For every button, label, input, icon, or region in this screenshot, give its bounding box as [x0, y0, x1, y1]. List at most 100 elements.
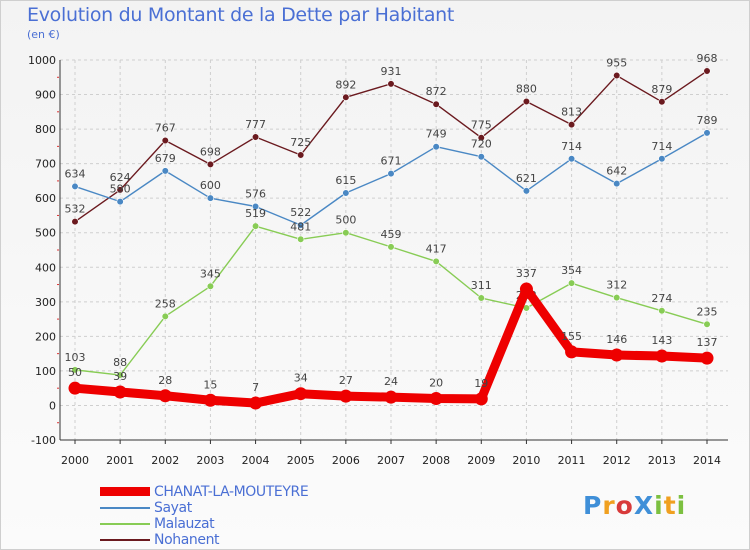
data-label: 34 — [294, 372, 308, 385]
y-tick-label: 200 — [35, 330, 56, 343]
x-tick-label: 2000 — [61, 454, 89, 467]
data-point — [161, 167, 169, 175]
x-tick-label: 2011 — [558, 454, 586, 467]
logo-letter: t — [663, 491, 677, 520]
data-point — [384, 390, 398, 404]
data-label: 775 — [471, 119, 492, 132]
data-point — [703, 67, 711, 75]
data-label: 879 — [651, 83, 672, 96]
data-label: 27 — [339, 374, 353, 387]
logo-letter: X — [633, 491, 655, 520]
data-point — [432, 100, 440, 108]
data-point — [161, 136, 169, 145]
legend-label: Malauzat — [154, 516, 215, 532]
data-point — [158, 389, 172, 403]
data-label: 621 — [516, 172, 537, 185]
data-point — [71, 366, 79, 374]
data-label: 615 — [335, 174, 356, 187]
x-tick-label: 2002 — [151, 454, 179, 467]
data-point — [297, 151, 305, 159]
data-label: 968 — [697, 52, 718, 65]
data-label: 103 — [65, 351, 86, 364]
data-point — [297, 235, 305, 243]
data-point — [474, 392, 488, 406]
legend-label: Nohanent — [154, 532, 220, 548]
data-label: 311 — [471, 279, 492, 292]
data-label: 880 — [516, 82, 537, 95]
data-label: 532 — [65, 203, 86, 216]
data-point — [477, 294, 485, 302]
data-label: 459 — [381, 228, 402, 241]
series-chanat-la-mouteyre: 50 39 28 15 7 34 27 24 20 19 337 155 146 143 137 — [68, 267, 718, 410]
data-label: 679 — [155, 152, 176, 165]
x-tick-label: 2013 — [648, 454, 676, 467]
data-label: 813 — [561, 106, 582, 119]
axes: -100 0 100 200 300 400 500 600 700 800 900 1000 2000… — [28, 54, 728, 467]
data-label: 720 — [471, 138, 492, 151]
x-tick-label: 2010 — [512, 454, 540, 467]
data-point — [297, 221, 305, 229]
data-label: 634 — [65, 167, 86, 180]
data-point — [387, 243, 395, 251]
data-point — [613, 71, 621, 80]
data-label: 146 — [606, 333, 627, 346]
data-point — [519, 282, 533, 296]
data-point — [613, 180, 621, 188]
data-point — [161, 312, 169, 320]
data-point — [116, 198, 124, 206]
data-label: 354 — [561, 264, 582, 277]
y-tick-label: 900 — [35, 89, 56, 102]
data-point — [294, 387, 308, 401]
x-tick-label: 2004 — [242, 454, 270, 467]
data-point — [68, 381, 82, 395]
data-label: 417 — [426, 242, 447, 255]
data-point — [249, 396, 263, 410]
x-tick-label: 2014 — [693, 454, 721, 467]
y-tick-label: 800 — [35, 123, 56, 136]
data-label: 24 — [384, 375, 398, 388]
x-tick-label: 2012 — [603, 454, 631, 467]
data-label: 20 — [429, 377, 443, 390]
data-point — [387, 80, 395, 88]
data-label: 39 — [113, 370, 127, 383]
data-label: 345 — [200, 267, 221, 280]
data-label: 671 — [381, 155, 402, 168]
data-point — [339, 389, 353, 403]
data-label: 725 — [290, 136, 311, 149]
data-label: 714 — [561, 140, 582, 153]
y-tick-label: 600 — [35, 192, 56, 205]
data-label: 872 — [426, 85, 447, 98]
data-label: 642 — [606, 165, 627, 178]
logo-letter: o — [615, 491, 634, 520]
y-tick-label: 700 — [35, 158, 56, 171]
data-point — [71, 182, 79, 191]
data-point — [522, 97, 531, 106]
logo-letter: i — [676, 491, 687, 520]
data-point — [113, 385, 127, 399]
data-point — [116, 186, 124, 194]
data-label: 590 — [110, 183, 131, 196]
data-label: 481 — [290, 220, 311, 233]
logo-letter: r — [602, 491, 616, 520]
series-layer: 532 624 767 698 777 725 892 931 872 775 880 813 955 8… — [65, 52, 718, 410]
data-label: 931 — [381, 65, 402, 78]
legend-swatch — [100, 523, 150, 525]
data-point — [567, 120, 576, 129]
logo-letter: i — [654, 491, 664, 520]
data-label: 749 — [426, 128, 447, 141]
data-point — [432, 257, 440, 266]
data-point — [610, 348, 624, 362]
y-tick-label: 0 — [49, 399, 56, 412]
data-label: 337 — [516, 267, 537, 280]
y-tick-label: 1000 — [28, 54, 56, 67]
x-tick-label: 2007 — [377, 454, 405, 467]
data-point — [658, 307, 666, 315]
data-label: 7 — [252, 381, 259, 394]
data-label: 274 — [651, 292, 672, 305]
x-tick-label: 2005 — [287, 454, 315, 467]
data-label: 767 — [155, 121, 176, 134]
x-tick-label: 2009 — [467, 454, 495, 467]
data-point — [613, 294, 621, 302]
data-point — [700, 351, 714, 365]
